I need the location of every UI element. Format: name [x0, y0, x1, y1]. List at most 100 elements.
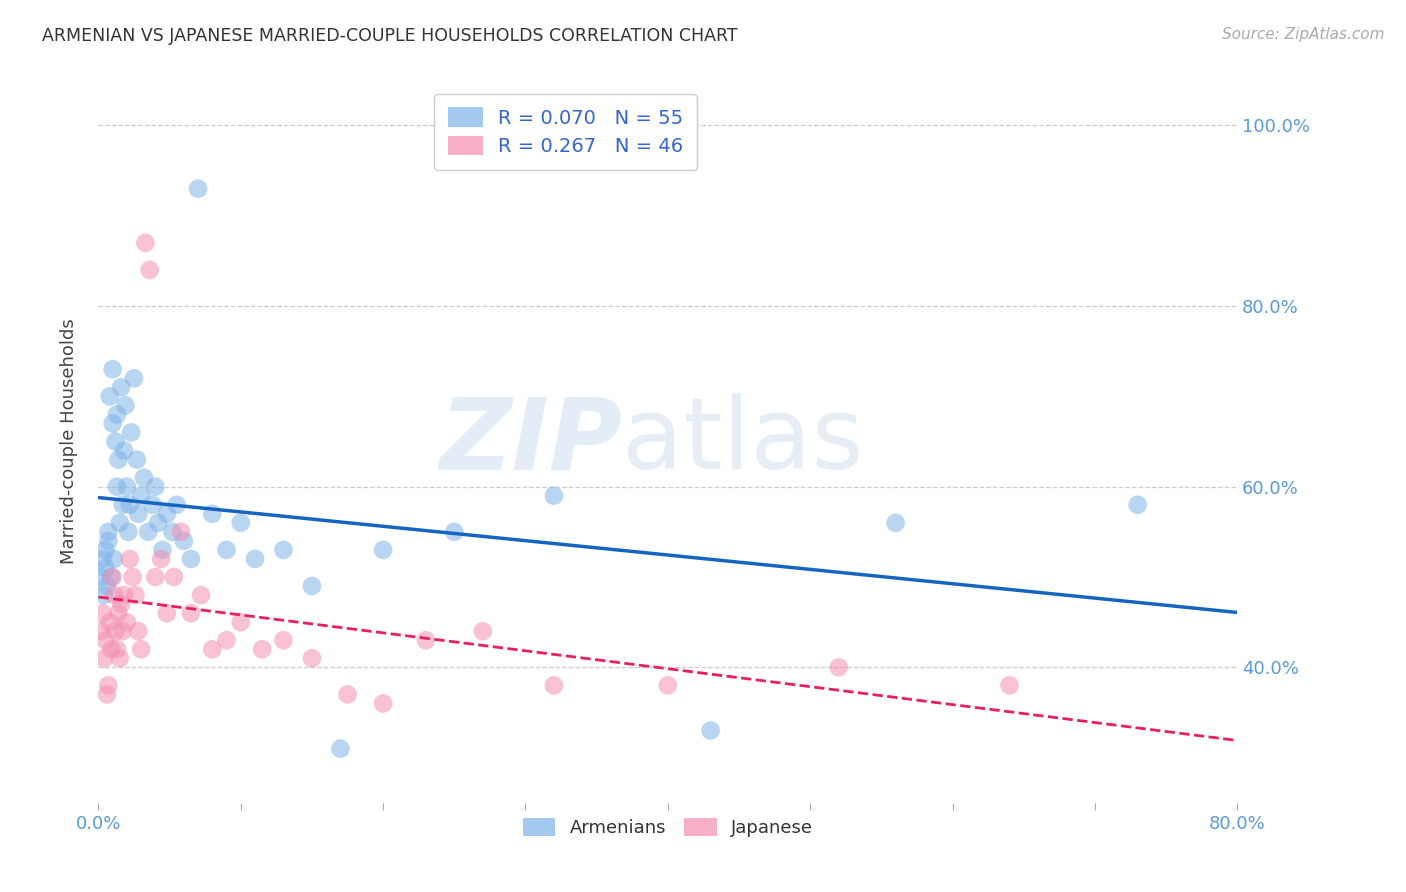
Point — [90, 570, 112, 584]
Point — [156, 507, 179, 521]
Point — [145, 480, 167, 494]
Point — [112, 443, 135, 458]
Point — [166, 498, 188, 512]
Point — [105, 408, 128, 422]
Point — [103, 552, 125, 566]
Point — [301, 651, 323, 665]
Point — [471, 624, 494, 639]
Point — [543, 489, 565, 503]
Point — [828, 660, 851, 674]
Point — [110, 380, 132, 394]
Point — [101, 362, 124, 376]
Point — [229, 516, 252, 530]
Point — [94, 542, 117, 557]
Text: ZIP: ZIP — [439, 393, 623, 490]
Point — [100, 570, 122, 584]
Point — [1126, 498, 1149, 512]
Point — [112, 588, 135, 602]
Point — [152, 542, 174, 557]
Point — [136, 524, 159, 539]
Point — [243, 552, 266, 566]
Point — [699, 723, 721, 738]
Point — [97, 524, 120, 539]
Point — [122, 371, 145, 385]
Legend: Armenians, Japanese: Armenians, Japanese — [516, 811, 820, 845]
Point — [373, 697, 395, 711]
Point — [329, 741, 352, 756]
Point — [173, 533, 195, 548]
Point — [180, 552, 202, 566]
Point — [101, 417, 124, 431]
Point — [141, 498, 163, 512]
Point — [93, 651, 115, 665]
Point — [127, 507, 149, 521]
Point — [215, 633, 238, 648]
Point — [201, 642, 224, 657]
Point — [127, 624, 149, 639]
Point — [187, 181, 209, 195]
Point — [105, 480, 128, 494]
Point — [118, 498, 141, 512]
Point — [162, 524, 184, 539]
Point — [111, 498, 134, 512]
Point — [96, 687, 118, 701]
Point — [138, 263, 160, 277]
Point — [108, 651, 131, 665]
Point — [657, 678, 679, 692]
Text: Source: ZipAtlas.com: Source: ZipAtlas.com — [1222, 27, 1385, 42]
Point — [94, 633, 117, 648]
Point — [100, 642, 122, 657]
Point — [543, 678, 565, 692]
Point — [105, 642, 128, 657]
Point — [107, 606, 129, 620]
Point — [121, 570, 143, 584]
Point — [129, 642, 152, 657]
Point — [98, 615, 121, 630]
Point — [273, 633, 295, 648]
Point — [190, 588, 212, 602]
Point — [150, 552, 173, 566]
Text: atlas: atlas — [623, 393, 863, 490]
Point — [156, 606, 179, 620]
Point — [96, 579, 118, 593]
Point — [104, 624, 127, 639]
Point — [443, 524, 465, 539]
Point — [117, 524, 139, 539]
Point — [101, 570, 124, 584]
Point — [301, 579, 323, 593]
Point — [104, 434, 127, 449]
Point — [373, 542, 395, 557]
Point — [125, 452, 148, 467]
Point — [120, 425, 142, 440]
Y-axis label: Married-couple Households: Married-couple Households — [59, 318, 77, 565]
Point — [93, 588, 115, 602]
Point — [114, 398, 136, 412]
Point — [115, 615, 138, 630]
Point — [111, 624, 134, 639]
Point — [94, 561, 117, 575]
Point — [118, 552, 141, 566]
Point — [215, 542, 238, 557]
Text: ARMENIAN VS JAPANESE MARRIED-COUPLE HOUSEHOLDS CORRELATION CHART: ARMENIAN VS JAPANESE MARRIED-COUPLE HOUS… — [42, 27, 738, 45]
Point — [107, 452, 129, 467]
Point — [129, 489, 152, 503]
Point — [98, 389, 121, 403]
Point — [97, 533, 120, 548]
Point — [108, 516, 131, 530]
Point — [998, 678, 1021, 692]
Point — [91, 606, 114, 620]
Point — [103, 588, 125, 602]
Point — [110, 597, 132, 611]
Point — [124, 588, 146, 602]
Point — [145, 570, 167, 584]
Point — [115, 480, 138, 494]
Point — [91, 552, 114, 566]
Point — [336, 687, 359, 701]
Point — [148, 516, 170, 530]
Point — [170, 524, 193, 539]
Point — [90, 624, 112, 639]
Point — [884, 516, 907, 530]
Point — [201, 507, 224, 521]
Point — [273, 542, 295, 557]
Point — [415, 633, 437, 648]
